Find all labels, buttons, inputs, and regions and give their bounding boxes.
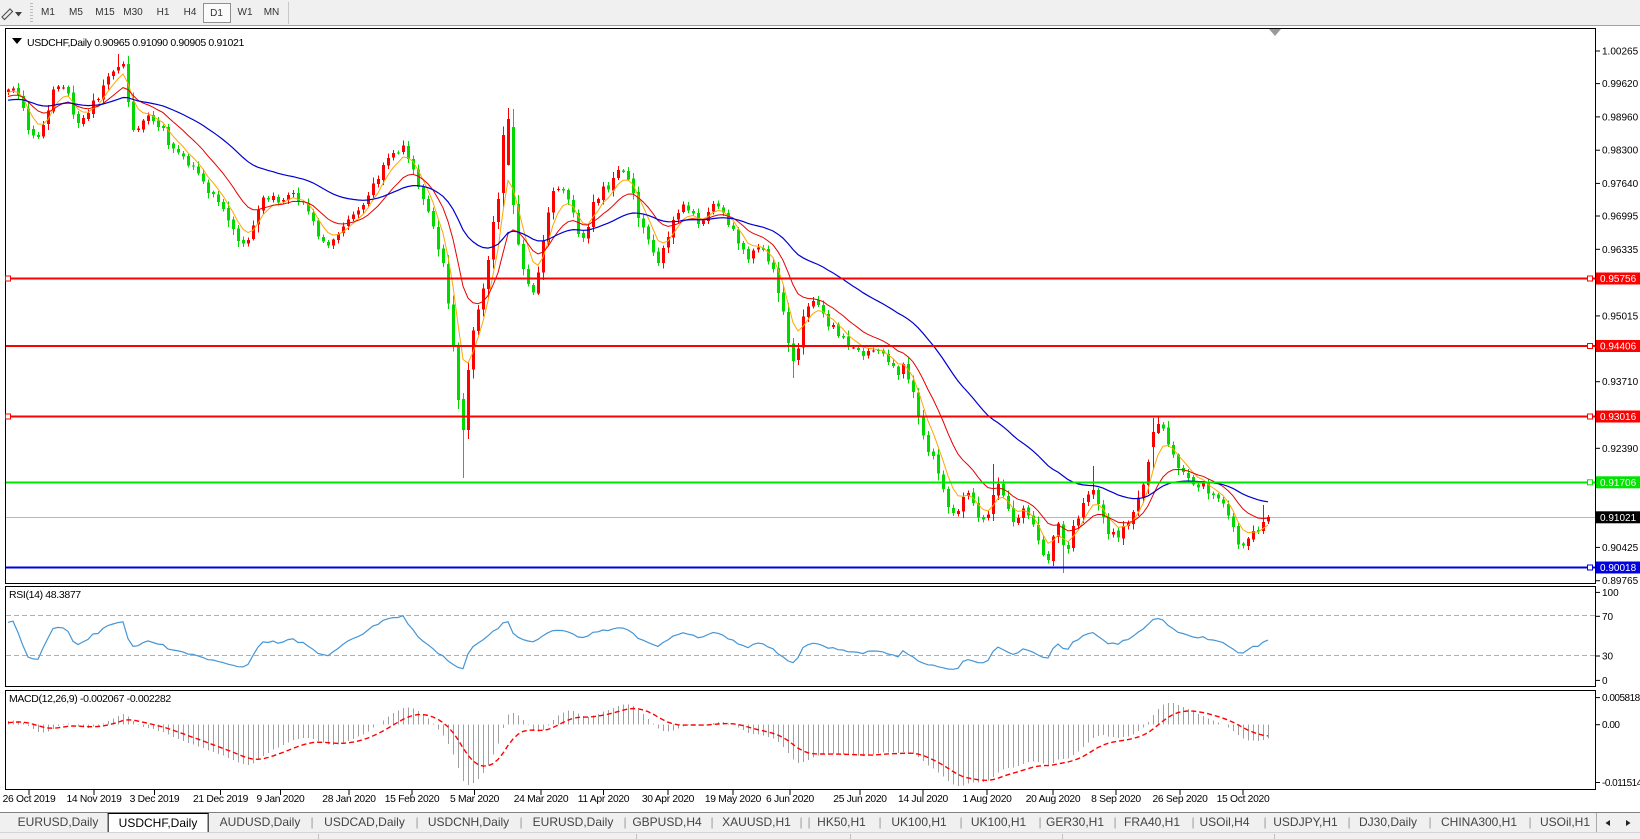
svg-text:25 Jun 2020: 25 Jun 2020 — [833, 794, 887, 805]
svg-text:0.00: 0.00 — [1602, 720, 1620, 731]
svg-text:26 Sep 2020: 26 Sep 2020 — [1152, 794, 1208, 805]
svg-text:14 Jul 2020: 14 Jul 2020 — [898, 794, 949, 805]
svg-text:14 Nov 2019: 14 Nov 2019 — [66, 794, 122, 805]
svg-text:0.95756: 0.95756 — [1600, 274, 1637, 285]
svg-text:20 Aug 2020: 20 Aug 2020 — [1026, 794, 1081, 805]
svg-text:0: 0 — [1602, 676, 1608, 687]
svg-text:15 Oct 2020: 15 Oct 2020 — [1217, 794, 1270, 805]
svg-text:0.98960: 0.98960 — [1602, 112, 1639, 123]
svg-text:0.89765: 0.89765 — [1602, 576, 1639, 587]
svg-text:30: 30 — [1602, 652, 1614, 663]
svg-text:0.90018: 0.90018 — [1600, 563, 1637, 574]
svg-text:24 Mar 2020: 24 Mar 2020 — [514, 794, 569, 805]
svg-text:USDCHF,Daily 0.90965 0.91090: USDCHF,Daily 0.90965 0.91090 0.90905 0.9… — [27, 37, 244, 49]
svg-text:0.93016: 0.93016 — [1600, 412, 1637, 423]
svg-text:8 Sep 2020: 8 Sep 2020 — [1091, 794, 1141, 805]
svg-text:21 Dec 2019: 21 Dec 2019 — [193, 794, 249, 805]
svg-text:0.96335: 0.96335 — [1602, 245, 1639, 256]
svg-text:0.91021: 0.91021 — [1600, 513, 1637, 524]
svg-text:MACD(12,26,9) -0.002067 -0.002: MACD(12,26,9) -0.002067 -0.002282 — [9, 693, 171, 705]
svg-text:9 Jan 2020: 9 Jan 2020 — [257, 794, 306, 805]
svg-text:19 May 2020: 19 May 2020 — [705, 794, 762, 805]
svg-text:0.96995: 0.96995 — [1602, 212, 1639, 223]
svg-text:0.95015: 0.95015 — [1602, 311, 1639, 322]
svg-text:15 Feb 2020: 15 Feb 2020 — [385, 794, 440, 805]
svg-text:1.00265: 1.00265 — [1602, 47, 1639, 58]
svg-text:100: 100 — [1602, 588, 1619, 599]
svg-text:28 Jan 2020: 28 Jan 2020 — [322, 794, 376, 805]
svg-text:0.98300: 0.98300 — [1602, 146, 1639, 157]
svg-text:0.005818: 0.005818 — [1602, 693, 1640, 704]
svg-text:0.90425: 0.90425 — [1602, 543, 1639, 554]
svg-text:30 Apr 2020: 30 Apr 2020 — [642, 794, 695, 805]
svg-text:26 Oct 2019: 26 Oct 2019 — [3, 794, 56, 805]
svg-text:5 Mar 2020: 5 Mar 2020 — [450, 794, 500, 805]
svg-text:3 Dec 2019: 3 Dec 2019 — [130, 794, 180, 805]
svg-text:0.94406: 0.94406 — [1600, 342, 1637, 353]
svg-text:-0.011514: -0.011514 — [1602, 778, 1640, 789]
svg-text:0.91706: 0.91706 — [1600, 478, 1637, 489]
svg-text:0.97640: 0.97640 — [1602, 179, 1639, 190]
svg-text:70: 70 — [1602, 612, 1614, 623]
svg-text:1 Aug 2020: 1 Aug 2020 — [962, 794, 1012, 805]
svg-text:0.93710: 0.93710 — [1602, 377, 1639, 388]
svg-text:11 Apr 2020: 11 Apr 2020 — [578, 794, 630, 805]
svg-text:RSI(14) 48.3877: RSI(14) 48.3877 — [9, 589, 81, 601]
svg-text:0.99620: 0.99620 — [1602, 79, 1639, 90]
svg-text:0.92390: 0.92390 — [1602, 444, 1639, 455]
svg-text:6 Jun 2020: 6 Jun 2020 — [766, 794, 815, 805]
